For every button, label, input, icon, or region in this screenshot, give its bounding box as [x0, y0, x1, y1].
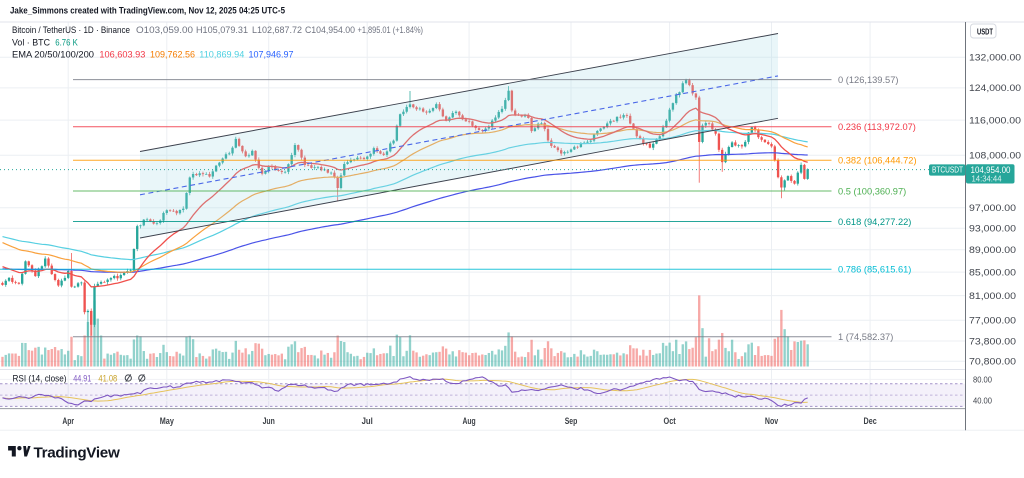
svg-text:81,000.00: 81,000.00	[969, 291, 1016, 301]
svg-text:BTCUSDT: BTCUSDT	[932, 166, 963, 175]
svg-text:Apr: Apr	[62, 416, 74, 426]
svg-text:0 (126,139.57): 0 (126,139.57)	[838, 75, 898, 85]
svg-text:L102,687.72: L102,687.72	[252, 25, 302, 35]
svg-text:89,000.00: 89,000.00	[969, 245, 1016, 255]
svg-text:Bitcoin / TetherUS · 1D · Bina: Bitcoin / TetherUS · 1D · Binance	[12, 25, 130, 35]
svg-text:0.618 (94,277.22): 0.618 (94,277.22)	[838, 217, 911, 227]
svg-text:C104,954.00: C104,954.00	[305, 25, 355, 35]
svg-text:44.91: 44.91	[73, 373, 91, 383]
svg-text:6.76 K: 6.76 K	[55, 37, 78, 47]
svg-text:1 (74,582.37): 1 (74,582.37)	[838, 332, 893, 342]
svg-text:+1,895.01 (+1.84%): +1,895.01 (+1.84%)	[358, 25, 424, 35]
svg-text:41.08: 41.08	[98, 373, 117, 383]
svg-text:H105,079.31: H105,079.31	[196, 25, 248, 35]
svg-text:93,000.00: 93,000.00	[969, 224, 1016, 234]
svg-text:104,954.00: 104,954.00	[971, 165, 1011, 175]
svg-text:Jun: Jun	[263, 416, 275, 426]
svg-text:TradingView: TradingView	[34, 445, 121, 461]
svg-text:Aug: Aug	[463, 416, 476, 426]
svg-text:Jul: Jul	[362, 416, 373, 426]
svg-text:0.236 (113,972.07): 0.236 (113,972.07)	[838, 122, 916, 132]
svg-text:RSI (14, close): RSI (14, close)	[13, 373, 67, 383]
svg-text:110,869.94: 110,869.94	[199, 50, 244, 60]
svg-text:14:34:44: 14:34:44	[972, 173, 1002, 183]
svg-text:109,762.56: 109,762.56	[150, 50, 195, 60]
svg-text:0.382 (106,444.72): 0.382 (106,444.72)	[838, 156, 917, 166]
svg-text:40.00: 40.00	[973, 395, 992, 405]
svg-text:0.5 (100,360.97): 0.5 (100,360.97)	[838, 186, 906, 196]
svg-text:70,800.00: 70,800.00	[969, 357, 1016, 367]
svg-text:Nov: Nov	[765, 416, 779, 426]
svg-text:73,800.00: 73,800.00	[969, 336, 1016, 346]
svg-text:Sep: Sep	[565, 416, 578, 426]
svg-text:80.00: 80.00	[973, 375, 992, 385]
svg-text:O103,059.00: O103,059.00	[136, 25, 193, 35]
svg-text:77,000.00: 77,000.00	[969, 316, 1016, 326]
svg-text:85,000.00: 85,000.00	[969, 267, 1016, 277]
svg-text:97,000.00: 97,000.00	[969, 203, 1016, 213]
svg-text:Oct: Oct	[664, 416, 676, 426]
svg-text:106,603.93: 106,603.93	[99, 50, 145, 60]
svg-text:0.786 (85,615.61): 0.786 (85,615.61)	[838, 265, 911, 275]
svg-text:EMA 20/50/100/200: EMA 20/50/100/200	[12, 50, 94, 60]
svg-text:May: May	[160, 416, 175, 426]
svg-text:Dec: Dec	[864, 416, 877, 426]
svg-text:Vol · BTC: Vol · BTC	[12, 37, 50, 47]
svg-text:116,000.00: 116,000.00	[969, 115, 1021, 125]
svg-text:108,000.00: 108,000.00	[969, 151, 1021, 161]
svg-text:132,000.00: 132,000.00	[969, 53, 1021, 63]
svg-text:124,000.00: 124,000.00	[969, 83, 1021, 93]
svg-text:Jake_Simmons created with Trad: Jake_Simmons created with TradingView.co…	[10, 6, 286, 17]
svg-text:USDT: USDT	[977, 26, 994, 36]
svg-text:107,946.97: 107,946.97	[249, 50, 294, 60]
